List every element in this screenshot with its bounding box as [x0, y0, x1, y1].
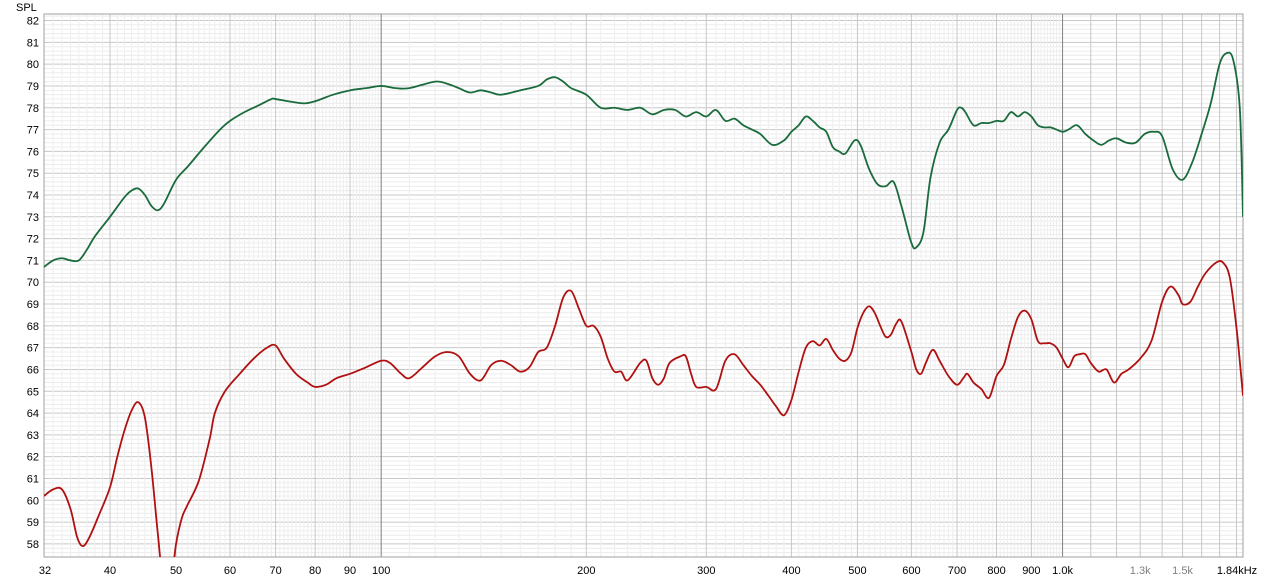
x-tick-label: 800 — [987, 565, 1005, 577]
y-tick-label: 82 — [27, 16, 39, 28]
plot-border — [43, 13, 1244, 558]
y-tick-label: 75 — [27, 168, 39, 180]
y-tick-label: 67 — [27, 343, 39, 355]
x-tick-label: 600 — [902, 565, 920, 577]
y-tick-label: 68 — [27, 321, 39, 333]
y-tick-label: 61 — [27, 473, 39, 485]
series-line-2 — [44, 260, 1243, 557]
y-tick-label: 60 — [27, 495, 39, 507]
y-tick-label: 64 — [27, 408, 39, 420]
x-tick-label: 200 — [577, 565, 595, 577]
x-tick-label: 100 — [372, 565, 390, 577]
x-tick-label: 50 — [170, 565, 182, 577]
y-tick-label: 80 — [27, 59, 39, 71]
x-tick-label: 700 — [948, 565, 966, 577]
x-tick-label: 40 — [104, 565, 116, 577]
y-tick-label: 76 — [27, 146, 39, 158]
y-tick-label: 65 — [27, 386, 39, 398]
x-tick-label: 70 — [270, 565, 282, 577]
x-tick-label: 300 — [697, 565, 715, 577]
x-tick-label: 80 — [309, 565, 321, 577]
x-tick-label: 60 — [224, 565, 236, 577]
y-tick-label: 77 — [27, 125, 39, 137]
y-tick-label: 59 — [27, 517, 39, 529]
x-tick-label: 1.0k — [1052, 565, 1073, 577]
x-tick-label: 1.84kHz — [1217, 565, 1257, 577]
grid — [43, 14, 1243, 558]
y-tick-label: 66 — [27, 364, 39, 376]
x-tick-label: 1.5k — [1172, 565, 1193, 577]
x-tick-label: 32 — [39, 565, 51, 577]
x-tick-label: 90 — [344, 565, 356, 577]
y-axis-label: SPL — [16, 2, 37, 14]
y-tick-label: 62 — [27, 452, 39, 464]
y-tick-label: 72 — [27, 234, 39, 246]
y-tick-label: 79 — [27, 81, 39, 93]
y-tick-label: 63 — [27, 430, 39, 442]
x-tick-label: 400 — [782, 565, 800, 577]
x-tick-label: 900 — [1022, 565, 1040, 577]
y-tick-label: 73 — [27, 212, 39, 224]
series-group — [44, 51, 1243, 557]
x-tick-label: 500 — [848, 565, 866, 577]
y-tick-label: 81 — [27, 37, 39, 49]
y-tick-label: 69 — [27, 299, 39, 311]
y-tick-label: 71 — [27, 255, 39, 267]
x-tick-label: 1.3k — [1130, 565, 1151, 577]
y-tick-label: 78 — [27, 103, 39, 115]
series-line-1 — [44, 51, 1243, 268]
y-tick-label: 70 — [27, 277, 39, 289]
y-tick-label: 74 — [27, 190, 39, 202]
y-tick-label: 58 — [27, 539, 39, 551]
